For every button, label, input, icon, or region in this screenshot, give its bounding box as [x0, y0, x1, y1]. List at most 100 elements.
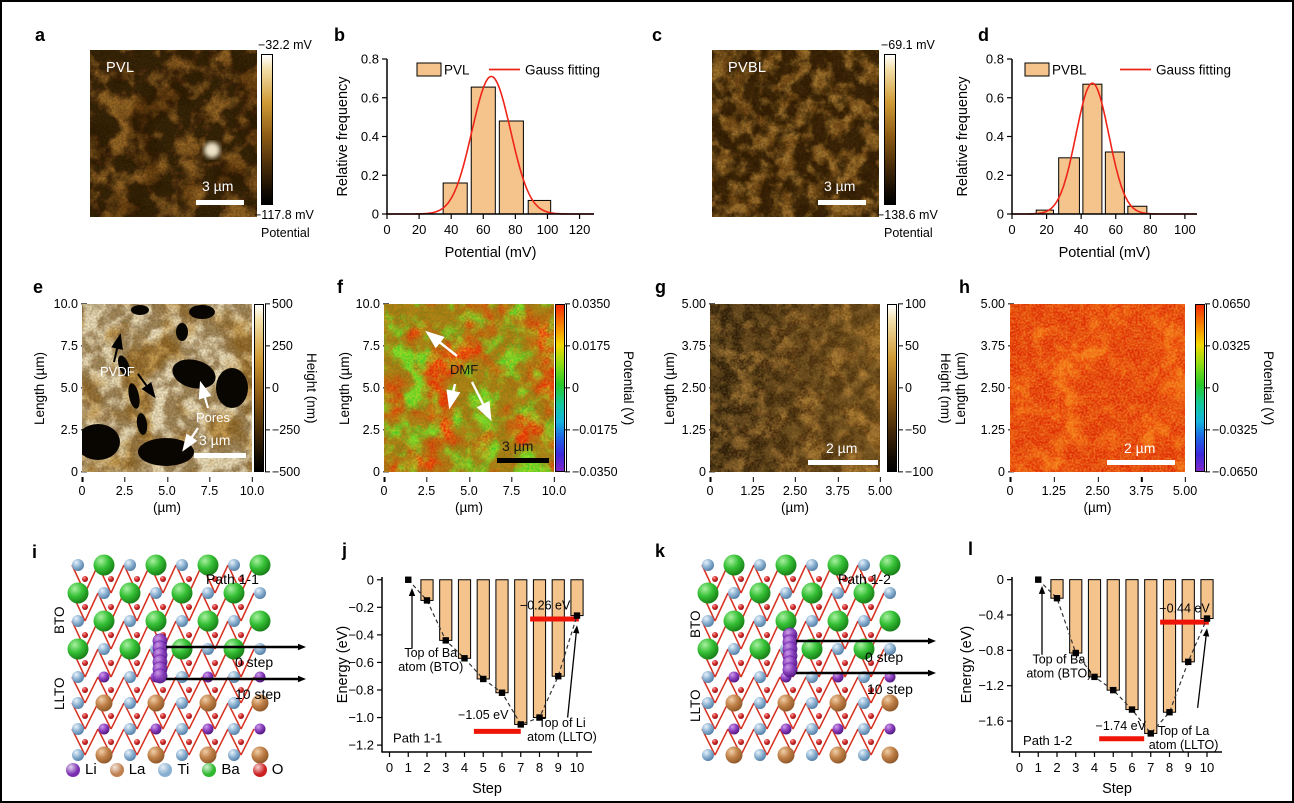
scalebar-label: 3 µm [202, 178, 234, 194]
afm-texture [90, 50, 257, 217]
afm-potential-image-pvl: PVL 3 µm [90, 50, 257, 217]
tick-label: −250 [272, 423, 301, 437]
path-label: Path 1-1 [206, 571, 259, 587]
y-axis-label: Length (µm) [662, 351, 677, 425]
svg-text:0.4: 0.4 [986, 129, 1004, 144]
svg-text:20: 20 [412, 222, 426, 237]
tick-label: 0 [381, 477, 387, 498]
tick-label: 0.0350 [572, 297, 611, 311]
colorbar-label: Height (nm) [304, 352, 319, 424]
svg-text:Top of Ba: Top of Ba [404, 646, 457, 660]
svg-text:0: 0 [997, 572, 1004, 587]
scalebar [818, 200, 866, 205]
svg-text:Energy (eV): Energy (eV) [959, 626, 975, 703]
afm-height-image-pvbl: 2 µm [710, 304, 880, 472]
tick-label: 0 [905, 381, 912, 395]
legend-line-label: Gauss fitting [1156, 63, 1231, 78]
colorbar-label: Height (nm) [938, 352, 953, 424]
tick-label: −0.0325 [1212, 423, 1258, 437]
legend-label: Ti [177, 761, 190, 778]
data-marker [405, 576, 412, 583]
svg-text:1: 1 [1035, 760, 1042, 775]
layer-label-llto: LLTO [688, 689, 703, 723]
energy-bar [1162, 579, 1177, 713]
svg-text:−1.05 eV: −1.05 eV [458, 708, 509, 722]
data-marker [1072, 649, 1079, 657]
energy-bar [1106, 579, 1120, 691]
svg-text:0: 0 [1016, 760, 1023, 775]
svg-text:9: 9 [1185, 760, 1192, 775]
svg-text:80: 80 [508, 222, 522, 237]
svg-text:5: 5 [480, 760, 487, 775]
svg-text:Path 1-1: Path 1-1 [393, 730, 442, 745]
legend-item-ti: Ti [158, 761, 189, 778]
svg-text:atom (BTO): atom (BTO) [1026, 667, 1091, 681]
svg-text:−0.8: −0.8 [978, 643, 1004, 658]
energy-bar [457, 579, 472, 659]
svg-text:−0.44 eV: −0.44 eV [1159, 601, 1210, 615]
svg-text:Top of Ba: Top of Ba [1032, 653, 1085, 667]
li-atom-icon [66, 762, 80, 777]
svg-text:7: 7 [1147, 760, 1154, 775]
ba-atom-icon [202, 762, 217, 777]
tick-label: 5.0 [460, 477, 478, 498]
svg-text:atom (BTO): atom (BTO) [398, 660, 463, 674]
step-10-label: 10 step [235, 686, 281, 702]
data-marker [1110, 686, 1117, 694]
panel-letter-k: k [655, 541, 666, 561]
svg-text:6: 6 [498, 760, 505, 775]
legend-swatch [416, 62, 442, 77]
data-marker [1128, 706, 1136, 713]
tick-label: 50 [905, 339, 919, 353]
x-axis-ticks: 0 2.5 5.0 7.5 10.0 [381, 477, 566, 498]
energy-bar [476, 579, 490, 680]
colorbar-caption: Potential [884, 226, 933, 240]
tick-label: 0 [272, 381, 279, 395]
svg-text:2: 2 [1053, 760, 1060, 775]
x-axis-label: (µm) [780, 500, 809, 515]
tick-label: 0 [998, 465, 1005, 479]
scalebar [1107, 460, 1175, 465]
svg-text:Step: Step [472, 781, 502, 797]
svg-text:0: 0 [383, 222, 390, 237]
colorbar-potential [555, 304, 565, 472]
y-axis-ticks: 10.0 7.5 5.0 2.5 0 [350, 297, 380, 479]
colorbar-potential [1195, 304, 1205, 472]
svg-text:0.8: 0.8 [361, 52, 379, 67]
svg-text:−0.8: −0.8 [348, 682, 374, 697]
svg-text:40: 40 [1074, 222, 1088, 237]
colorbar-ticks: 500 250 0 −250 −500 [272, 297, 312, 479]
tick-label: 5.00 [1173, 477, 1197, 498]
atom-legend: Li La Ti Ba O [66, 761, 283, 778]
svg-text:Potential (mV): Potential (mV) [1059, 245, 1151, 261]
tick-label: 0 [1212, 381, 1219, 395]
scalebar [196, 200, 244, 205]
colorbar-height [887, 304, 897, 472]
energy-bar [1125, 579, 1139, 711]
energy-path-line [407, 579, 578, 726]
histogram-bar [470, 86, 496, 215]
la-atom-icon [109, 762, 124, 777]
svg-text:4: 4 [461, 760, 468, 775]
panel-letter-b: b [334, 25, 345, 45]
tick-label: 2.5 [362, 423, 380, 437]
x-axis-ticks: 0 1.25 2.50 3.75 5.00 [1007, 477, 1197, 498]
svg-text:0.2: 0.2 [986, 168, 1004, 183]
data-marker [480, 675, 487, 683]
colorbar-ticks: 0.0650 0.0325 0 −0.0325 −0.0650 [1212, 297, 1258, 479]
y-axis-ticks: 5.00 3.75 2.50 1.25 0 [676, 297, 706, 479]
svg-text:−0.4: −0.4 [978, 608, 1004, 623]
data-marker [1035, 576, 1042, 583]
tick-label: 0 [1007, 477, 1013, 498]
afm-texture [1010, 304, 1185, 472]
tick-label: 5.0 [60, 381, 78, 395]
colorbar-max: −69.1 mV [881, 38, 935, 52]
legend-label: Li [85, 761, 97, 778]
data-marker [555, 673, 562, 680]
svg-text:0: 0 [367, 572, 374, 587]
kpfm-potential-image-pvbl: 2 µm [1010, 304, 1185, 472]
legend-label: O [271, 761, 284, 778]
tick-label: 7.5 [201, 477, 218, 498]
panel-letter-c: c [652, 25, 663, 45]
svg-text:2: 2 [423, 760, 430, 775]
